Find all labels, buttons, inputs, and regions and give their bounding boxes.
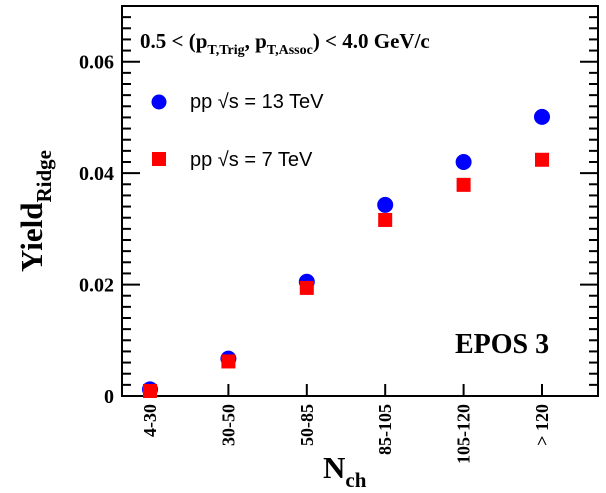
legend-label-13tev: pp √s = 13 TeV [190,91,324,113]
legend-marker-13tev [151,94,167,110]
point-7tev [535,152,549,167]
legend-marker-7tev [152,152,166,166]
data-points [142,108,550,398]
cut-annotation: 0.5 < (pT,Trig, pT,Assoc) < 4.0 GeV/c [140,29,430,58]
point-13tev [455,154,472,170]
x-tick-label: 105-120 [454,404,474,464]
axis-ticks [122,16,598,397]
x-tick-label: 50-85 [297,404,317,446]
legend: pp √s = 13 TeV pp √s = 7 TeV [151,91,324,171]
y-tick-label: 0.04 [79,163,114,185]
point-13tev [377,196,394,213]
model-annotation: EPOS 3 [455,329,549,360]
x-tick-label: 4-30 [140,404,160,437]
x-tick-label: 30-50 [218,404,238,446]
point-7tev [456,177,471,192]
x-axis-title: Nch [323,450,367,492]
y-axis-title: YieldRidge [14,150,56,272]
point-7tev [378,212,393,227]
legend-label-7tev: pp √s = 7 TeV [190,149,313,171]
x-tick-label: > 120 [532,404,552,446]
y-tick-labels: 0 0.02 0.04 0.06 [79,52,114,408]
point-7tev [299,280,314,295]
x-tick-labels: 4-30 30-50 50-85 85-105 105-120 > 120 [140,404,552,464]
plot-frame [121,5,599,397]
point-7tev [143,383,157,398]
point-13tev [534,108,550,125]
point-7tev [221,354,236,369]
x-tick-label: 85-105 [375,404,395,455]
y-tick-label: 0 [104,386,114,408]
y-tick-label: 0.02 [79,275,114,297]
y-tick-label: 0.06 [79,52,114,74]
